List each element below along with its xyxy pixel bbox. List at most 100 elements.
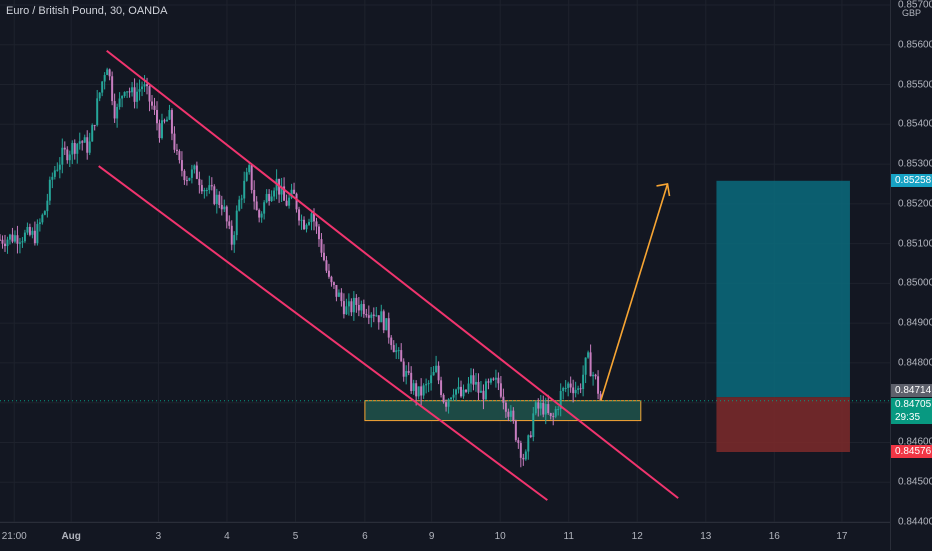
candle-body <box>455 389 458 395</box>
candle-body <box>352 297 355 313</box>
candle-body <box>325 260 328 271</box>
candle-body <box>435 365 438 372</box>
candle-body <box>350 301 353 313</box>
candle-body <box>43 211 46 215</box>
candle-body <box>477 381 480 393</box>
candle-body <box>38 222 41 225</box>
candle-body <box>200 185 203 192</box>
time-tick-label: 6 <box>362 531 368 542</box>
candle-body <box>138 89 141 92</box>
candle-body <box>113 101 116 119</box>
price-axis[interactable]: 0.85700 0.85600 0.85500 0.85400 0.85300 0.852… <box>890 0 932 550</box>
candle-body <box>377 315 380 323</box>
candle-body <box>592 374 595 377</box>
stop-zone <box>716 397 850 453</box>
candle-body <box>218 194 221 205</box>
candle-body <box>86 137 89 153</box>
candle-body <box>183 170 186 181</box>
candle-body <box>88 141 91 153</box>
candle-body <box>330 276 333 283</box>
candle-body <box>355 297 358 305</box>
candle-body <box>290 189 293 198</box>
candle-body <box>392 345 395 353</box>
candle-body <box>136 91 139 102</box>
candle-body <box>260 213 263 218</box>
candle-body <box>310 213 313 223</box>
candle-body <box>494 377 497 380</box>
current-price-badge: 0.84705 <box>891 397 932 411</box>
candle-body <box>163 120 166 122</box>
candle-body <box>479 390 482 393</box>
candle-body <box>13 235 16 242</box>
candle-body <box>53 170 56 177</box>
candle-body <box>173 133 176 150</box>
candle-body <box>11 234 14 242</box>
time-tick-label: 16 <box>768 531 780 542</box>
price-tick-label: 0.85200 <box>898 198 932 210</box>
time-axis[interactable]: 21:00 Aug 3 4 5 6 9 10 11 12 13 16 17 <box>0 522 890 551</box>
candle-body <box>362 304 365 315</box>
candle-body <box>193 165 196 170</box>
candle-body <box>484 381 487 400</box>
candle-body <box>165 119 168 122</box>
candle-body <box>175 149 178 152</box>
candle-body <box>544 404 547 415</box>
candle-body <box>208 185 211 190</box>
chart-area[interactable]: Euro / British Pound, 30, OANDA <box>0 0 890 523</box>
candle-body <box>106 69 109 76</box>
candle-body <box>534 402 537 414</box>
candle-body <box>582 374 585 389</box>
candle-body <box>68 154 71 161</box>
time-tick-label: 17 <box>836 531 848 542</box>
candle-body <box>293 189 296 194</box>
candle-body <box>168 110 171 120</box>
candle-body <box>572 387 575 394</box>
candle-body <box>280 186 283 195</box>
candle-body <box>599 393 602 401</box>
candle-body <box>158 123 161 139</box>
candle-body <box>554 409 557 417</box>
candle-body <box>250 165 253 190</box>
candle-body <box>564 387 567 389</box>
candlestick-plot[interactable] <box>0 0 890 523</box>
candle-body <box>288 197 291 206</box>
candle-body <box>18 242 21 244</box>
candle-body <box>205 189 208 191</box>
candle-body <box>46 200 49 212</box>
candle-body <box>462 389 465 397</box>
candle-body <box>101 81 104 93</box>
candle-body <box>524 451 527 460</box>
candle-body <box>567 383 570 388</box>
candle-body <box>497 377 500 384</box>
price-tick-label: 0.85300 <box>898 158 932 170</box>
candle-body <box>482 390 485 400</box>
candle-body <box>574 389 577 394</box>
candle-body <box>447 399 450 407</box>
candle-body <box>452 394 455 398</box>
candle-body <box>223 206 226 210</box>
candle-body <box>312 213 315 222</box>
candle-body <box>589 352 592 377</box>
candle-body <box>210 185 213 187</box>
candle-body <box>512 410 515 421</box>
candle-body <box>0 239 1 241</box>
candle-body <box>360 304 363 311</box>
candle-body <box>537 402 540 409</box>
candle-body <box>285 200 288 206</box>
candle-body <box>245 172 248 181</box>
stop-price-badge: 0.84576 <box>891 445 932 458</box>
price-tick-label: 0.84900 <box>898 317 932 329</box>
candle-body <box>382 311 385 331</box>
candle-body <box>253 189 256 202</box>
candle-body <box>300 219 303 221</box>
candle-body <box>557 408 560 410</box>
candle-body <box>492 378 495 380</box>
candle-body <box>240 198 243 200</box>
candle-body <box>96 98 99 126</box>
candle-body <box>56 169 59 171</box>
candle-body <box>519 443 522 458</box>
candle-body <box>233 235 236 245</box>
candle-body <box>372 314 375 316</box>
candle-body <box>48 179 51 201</box>
candle-body <box>547 404 550 414</box>
